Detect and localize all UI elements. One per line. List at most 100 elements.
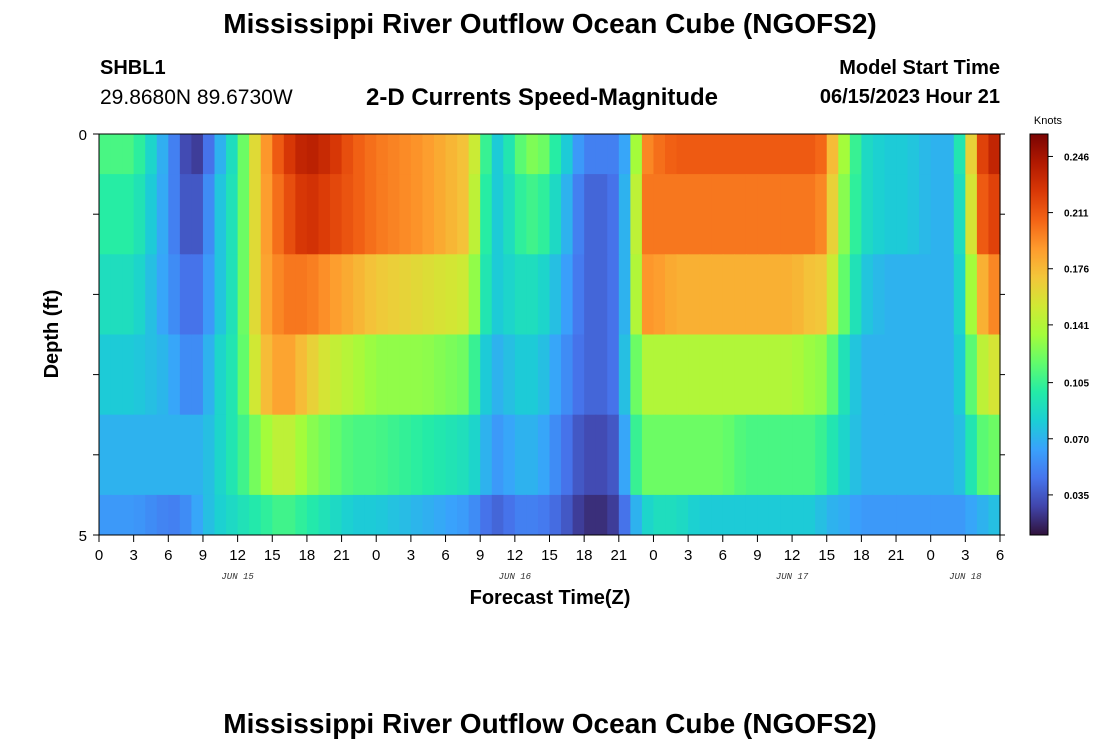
- chart-title: Mississippi River Outflow Ocean Cube (NG…: [223, 8, 877, 39]
- heatmap-cell: [976, 334, 990, 416]
- heatmap-cell: [803, 494, 816, 536]
- heatmap-cell: [676, 174, 689, 255]
- heatmap-cell: [503, 334, 516, 416]
- heatmap-cell: [595, 134, 608, 175]
- heatmap-cell: [202, 174, 216, 255]
- heatmap-cell: [272, 254, 285, 335]
- heatmap-cell: [318, 134, 331, 175]
- heatmap-cell: [145, 174, 158, 255]
- heatmap-cell: [457, 134, 470, 175]
- heatmap-cell: [422, 254, 435, 335]
- heatmap-cell: [318, 174, 331, 255]
- heatmap-cell: [653, 174, 666, 255]
- heatmap-cell: [757, 494, 770, 536]
- heatmap-cell: [179, 334, 193, 416]
- heatmap-cell: [445, 254, 458, 335]
- heatmap-cell: [145, 334, 158, 416]
- heatmap-cell: [480, 414, 493, 496]
- heatmap-cell: [295, 414, 308, 496]
- heatmap-cell: [665, 174, 678, 255]
- heatmap-cell: [919, 174, 932, 255]
- heatmap-cell: [653, 334, 666, 416]
- heatmap-cell: [780, 334, 793, 416]
- heatmap-cell: [665, 254, 678, 335]
- date-label: JUN 16: [499, 572, 532, 582]
- heatmap-cell: [861, 134, 874, 175]
- heatmap-cell: [272, 414, 285, 496]
- heatmap-cell: [572, 254, 585, 335]
- heatmap-cell: [792, 334, 805, 416]
- heatmap-cell: [803, 174, 816, 255]
- heatmap-cell: [168, 254, 181, 335]
- heatmap-cell: [283, 334, 296, 416]
- heatmap-cell: [330, 134, 343, 175]
- heatmap-cell: [884, 254, 897, 335]
- heatmap-cell: [607, 334, 620, 416]
- heatmap-cell: [99, 134, 112, 175]
- heatmap-cell: [330, 254, 343, 335]
- heatmap-cell: [249, 254, 262, 335]
- colorbar-tick-label: 0.070: [1064, 435, 1089, 446]
- heatmap-cell: [399, 414, 412, 496]
- x-tick-label: 21: [610, 547, 627, 564]
- heatmap-cell: [572, 414, 585, 496]
- heatmap-cell: [942, 334, 955, 416]
- heatmap-cell: [745, 414, 759, 496]
- heatmap-cell: [872, 254, 886, 335]
- x-tick-label: 6: [164, 547, 172, 564]
- heatmap-cell: [283, 174, 296, 255]
- heatmap-cell: [318, 254, 331, 335]
- colorbar: Knots 0.246 0.211 0.176 0.141 0.105 0.070 0.03…: [1029, 115, 1089, 536]
- x-tick-label: 6: [441, 547, 449, 564]
- heatmap-cell: [191, 254, 204, 335]
- heatmap-cell: [295, 494, 308, 536]
- heatmap-cell: [988, 414, 1001, 496]
- heatmap-cell: [387, 254, 400, 335]
- heatmap-cell: [884, 414, 897, 496]
- heatmap-cell: [283, 254, 296, 335]
- heatmap-cell: [826, 134, 839, 175]
- heatmap-cell: [699, 494, 712, 536]
- heatmap-cell: [202, 254, 216, 335]
- heatmap-cell: [110, 174, 123, 255]
- heatmap-cell: [665, 334, 678, 416]
- heatmap-cell: [295, 174, 308, 255]
- heatmap-cell: [618, 174, 631, 255]
- heatmap-cell: [179, 414, 193, 496]
- heatmap-cell: [815, 254, 828, 335]
- heatmap-cell: [665, 134, 678, 175]
- heatmap-cell: [919, 494, 932, 536]
- heatmap-cell: [457, 334, 470, 416]
- heatmap-cell: [688, 334, 701, 416]
- heatmap-cell: [780, 414, 793, 496]
- heatmap-cell: [988, 334, 1001, 416]
- heatmap-cell: [630, 254, 643, 335]
- heatmap-cell: [653, 414, 666, 496]
- heatmap-cell: [341, 134, 354, 175]
- heatmap-cell: [572, 134, 585, 175]
- model-start-label: Model Start Time: [839, 57, 1000, 79]
- heatmap-cell: [503, 494, 516, 536]
- heatmap-cell: [110, 414, 123, 496]
- heatmap-cell: [688, 254, 701, 335]
- heatmap-cell: [283, 494, 296, 536]
- x-tick-label: 15: [264, 547, 281, 564]
- x-tick-label: 9: [753, 547, 761, 564]
- heatmap-cell: [584, 334, 597, 416]
- heatmap-cell: [780, 174, 793, 255]
- x-tick-label: 15: [818, 547, 835, 564]
- heatmap-cell: [272, 174, 285, 255]
- heatmap-cell: [422, 174, 435, 255]
- heatmap-cell: [838, 334, 851, 416]
- x-tick-label: 0: [95, 547, 103, 564]
- heatmap-cell: [607, 174, 620, 255]
- heatmap-cell: [433, 334, 447, 416]
- heatmap-cell: [110, 334, 123, 416]
- heatmap-cell: [907, 334, 920, 416]
- heatmap-cell: [387, 494, 400, 536]
- heatmap-cell: [722, 134, 735, 175]
- colorbar-gradient: [1029, 133, 1049, 536]
- date-label: JUN 15: [221, 572, 254, 582]
- heatmap-cell: [757, 134, 770, 175]
- heatmap-cell: [468, 134, 481, 175]
